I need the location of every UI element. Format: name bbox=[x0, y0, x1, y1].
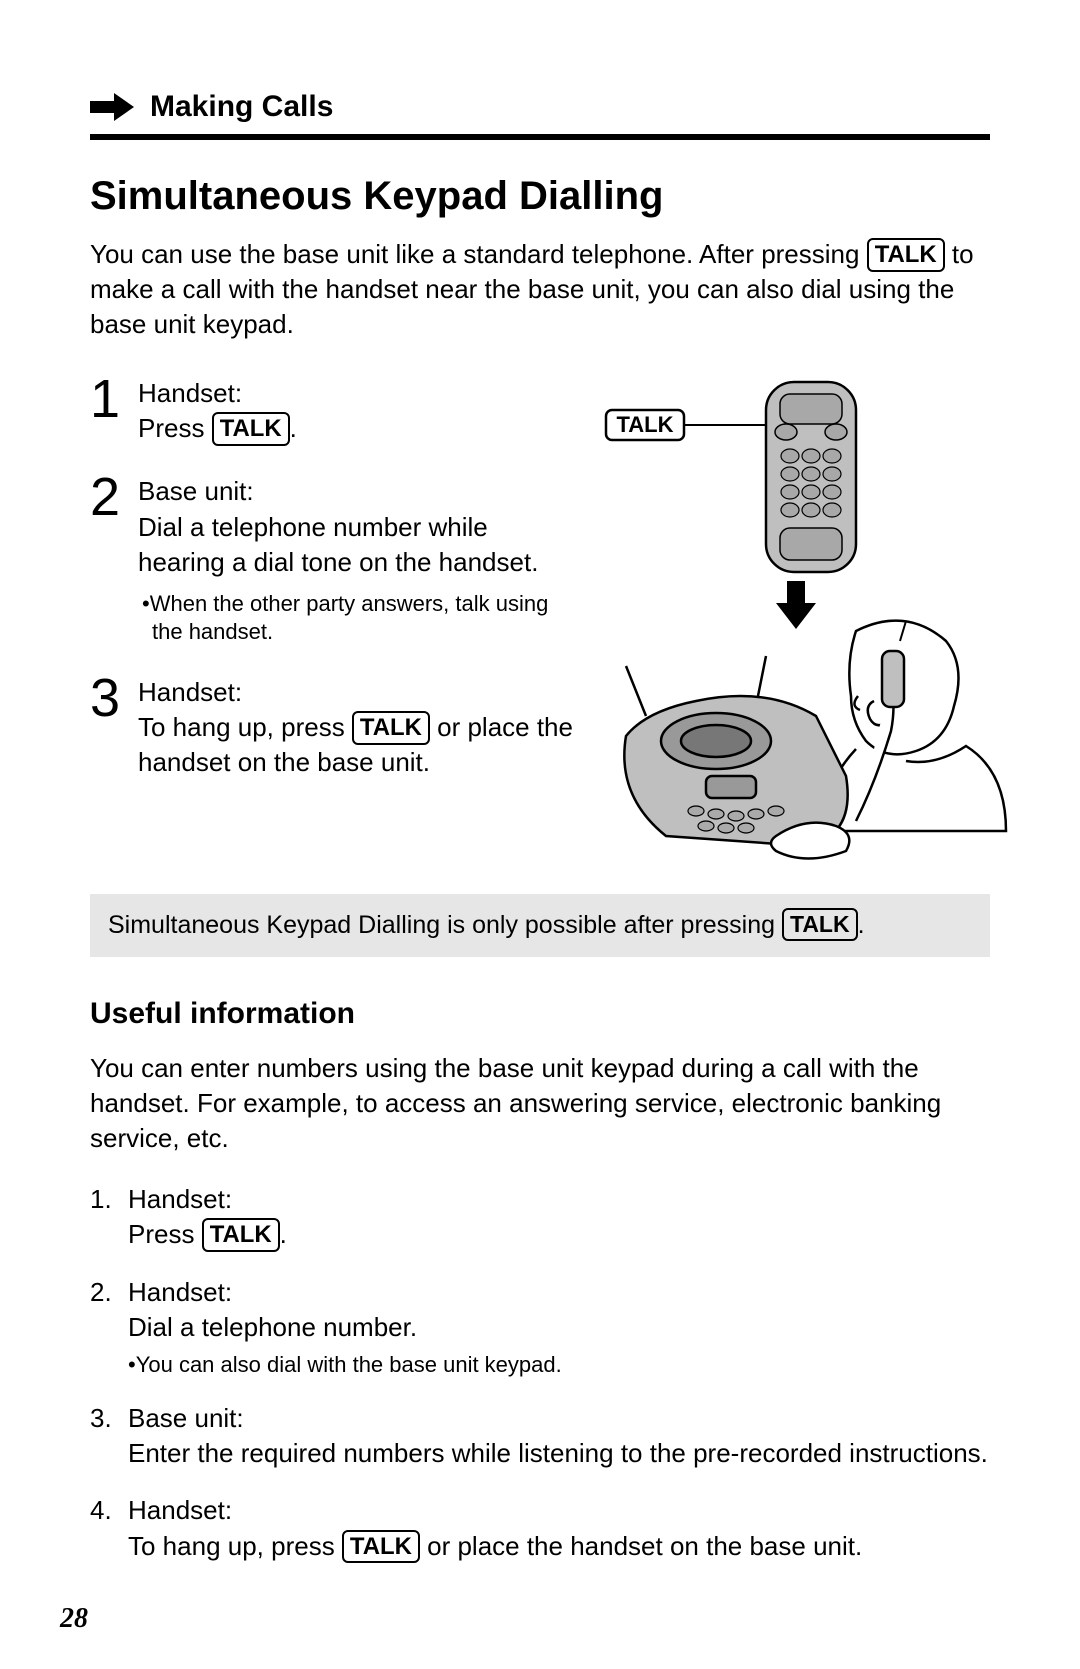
list-line1: Handset: bbox=[128, 1495, 232, 1525]
list-line2-post: . bbox=[280, 1219, 287, 1249]
list-line2-post: or place the handset on the base unit. bbox=[420, 1531, 862, 1561]
step-number: 1 bbox=[90, 372, 124, 446]
list-line1: Handset: bbox=[128, 1277, 232, 1307]
notice-text-post: . bbox=[858, 911, 865, 939]
list-line1: Base unit: bbox=[128, 1403, 244, 1433]
talk-key-icon: TALK bbox=[202, 1218, 280, 1252]
talk-key-icon: TALK bbox=[782, 908, 858, 941]
section-header: Making Calls bbox=[90, 90, 990, 124]
steps-column: 1 Handset: Press TALK. 2 Base unit: Dial… bbox=[90, 372, 576, 866]
step-sub-bullet: •When the other party answers, talk usin… bbox=[148, 590, 576, 647]
list-sub-bullet: •You can also dial with the base unit ke… bbox=[138, 1351, 990, 1380]
arrow-right-icon bbox=[90, 93, 134, 121]
step-1: 1 Handset: Press TALK. bbox=[90, 372, 576, 446]
list-line2: Dial a telephone number. bbox=[128, 1312, 417, 1342]
talk-key-icon: TALK bbox=[212, 412, 290, 446]
page-title: Simultaneous Keypad Dialling bbox=[90, 174, 990, 219]
list-item: 4. Handset: To hang up, press TALK or pl… bbox=[90, 1493, 990, 1563]
illustration-column: TALK bbox=[596, 372, 1016, 866]
list-line2-pre: To hang up, press bbox=[128, 1531, 342, 1561]
step-line1: Handset: bbox=[138, 677, 242, 707]
list-number: 1. bbox=[90, 1182, 112, 1217]
talk-key-icon: TALK bbox=[342, 1530, 420, 1564]
list-item: 1. Handset: Press TALK. bbox=[90, 1182, 990, 1252]
illustration-talk-label: TALK bbox=[616, 412, 673, 437]
useful-intro: You can enter numbers using the base uni… bbox=[90, 1051, 990, 1156]
step-body: Base unit: Dial a telephone number while… bbox=[138, 470, 576, 646]
step-number: 3 bbox=[90, 671, 124, 780]
step-line2: Dial a telephone number while hearing a … bbox=[138, 512, 538, 577]
step-line2-pre: To hang up, press bbox=[138, 712, 352, 742]
list-number: 4. bbox=[90, 1493, 112, 1528]
step-number: 2 bbox=[90, 470, 124, 646]
step-body: Handset: To hang up, press TALK or place… bbox=[138, 671, 576, 780]
list-item: 3. Base unit: Enter the required numbers… bbox=[90, 1401, 990, 1471]
section-label: Making Calls bbox=[150, 90, 333, 124]
list-number: 2. bbox=[90, 1275, 112, 1310]
useful-list: 1. Handset: Press TALK. 2. Handset: Dial… bbox=[90, 1182, 990, 1563]
step-line2-pre: Press bbox=[138, 413, 212, 443]
notice-box: Simultaneous Keypad Dialling is only pos… bbox=[90, 894, 990, 957]
step-line1: Handset: bbox=[138, 378, 242, 408]
talk-key-icon: TALK bbox=[867, 238, 945, 272]
step-3: 3 Handset: To hang up, press TALK or pla… bbox=[90, 671, 576, 780]
intro-paragraph: You can use the base unit like a standar… bbox=[90, 237, 990, 342]
list-number: 3. bbox=[90, 1401, 112, 1436]
notice-text-pre: Simultaneous Keypad Dialling is only pos… bbox=[108, 911, 782, 939]
step-2: 2 Base unit: Dial a telephone number whi… bbox=[90, 470, 576, 646]
steps-area: 1 Handset: Press TALK. 2 Base unit: Dial… bbox=[90, 372, 990, 866]
list-item: 2. Handset: Dial a telephone number. •Yo… bbox=[90, 1275, 990, 1380]
intro-text-pre: You can use the base unit like a standar… bbox=[90, 239, 867, 269]
page-number: 28 bbox=[60, 1603, 88, 1635]
step-line2-post: . bbox=[290, 413, 297, 443]
talk-key-icon: TALK bbox=[352, 711, 430, 745]
list-line2: Enter the required numbers while listeni… bbox=[128, 1438, 988, 1468]
useful-heading: Useful information bbox=[90, 997, 990, 1031]
step-line1: Base unit: bbox=[138, 476, 254, 506]
header-rule bbox=[90, 134, 990, 140]
list-line2-pre: Press bbox=[128, 1219, 202, 1249]
list-line1: Handset: bbox=[128, 1184, 232, 1214]
step-body: Handset: Press TALK. bbox=[138, 372, 297, 446]
phone-illustration-icon: TALK bbox=[596, 376, 1016, 866]
